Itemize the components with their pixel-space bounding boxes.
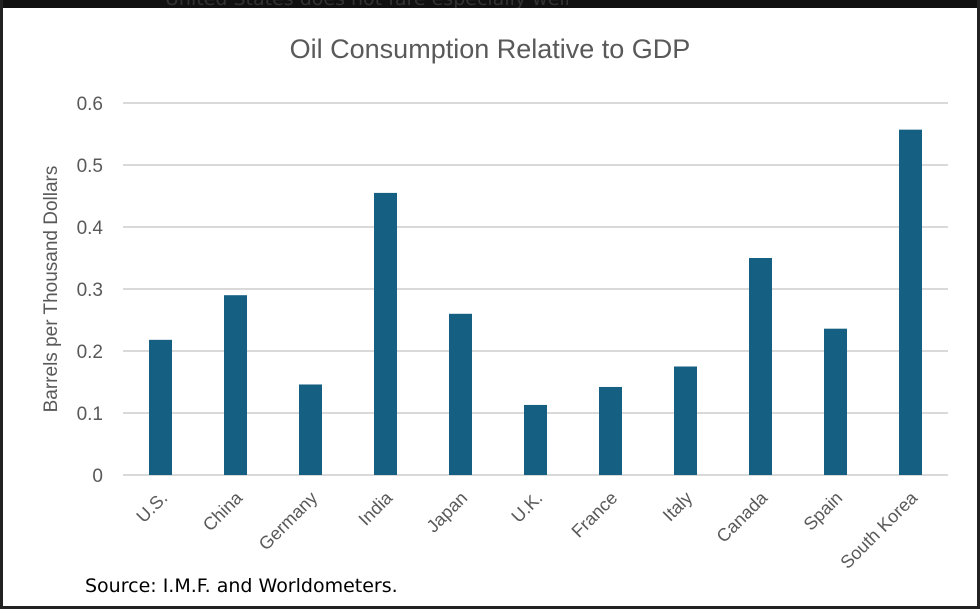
x-tick-label: Japan xyxy=(423,488,472,537)
bar-japan xyxy=(449,313,472,475)
cropped-context-text: United States does not fare especially w… xyxy=(165,0,570,8)
y-tick-label: 0.1 xyxy=(77,404,103,425)
x-tick-label: Canada xyxy=(713,487,772,546)
frame-border-left xyxy=(0,0,3,609)
x-tick-label: France xyxy=(568,488,622,542)
y-tick-label: 0.5 xyxy=(77,156,103,177)
x-tick-label: Italy xyxy=(659,488,696,525)
frame-border-right xyxy=(977,0,980,609)
y-axis-label: Barrels per Thousand Dollars xyxy=(41,166,62,413)
bar-germany xyxy=(299,384,322,475)
bar-china xyxy=(224,295,247,475)
bar-canada xyxy=(749,258,772,475)
chart-title: Oil Consumption Relative to GDP xyxy=(290,34,691,64)
bar-south-korea xyxy=(899,129,922,475)
y-tick-label: 0.6 xyxy=(77,94,103,115)
x-tick-label: India xyxy=(355,487,397,529)
x-tick-label: Spain xyxy=(800,488,847,535)
bar-u-k- xyxy=(524,404,547,475)
y-tick-label: 0 xyxy=(92,466,103,487)
cropped-context-text-band: United States does not fare especially w… xyxy=(0,0,980,8)
x-tick-label: Germany xyxy=(255,488,321,554)
x-tick-label: U.K. xyxy=(507,488,546,527)
source-note: Source: I.M.F. and Worldometers. xyxy=(85,575,398,597)
y-tick-label: 0.4 xyxy=(77,218,104,239)
bar-india xyxy=(374,192,397,475)
x-tick-label: South Korea xyxy=(836,487,922,573)
x-tick-label: China xyxy=(199,487,247,535)
bar-spain xyxy=(824,328,847,475)
bar-italy xyxy=(674,366,697,475)
y-tick-label: 0.2 xyxy=(77,342,103,363)
bar-france xyxy=(599,386,622,475)
bar-u-s- xyxy=(149,339,172,475)
y-tick-label: 0.3 xyxy=(77,280,103,301)
frame-border-bottom xyxy=(0,606,980,609)
x-tick-label: U.S. xyxy=(132,488,171,527)
